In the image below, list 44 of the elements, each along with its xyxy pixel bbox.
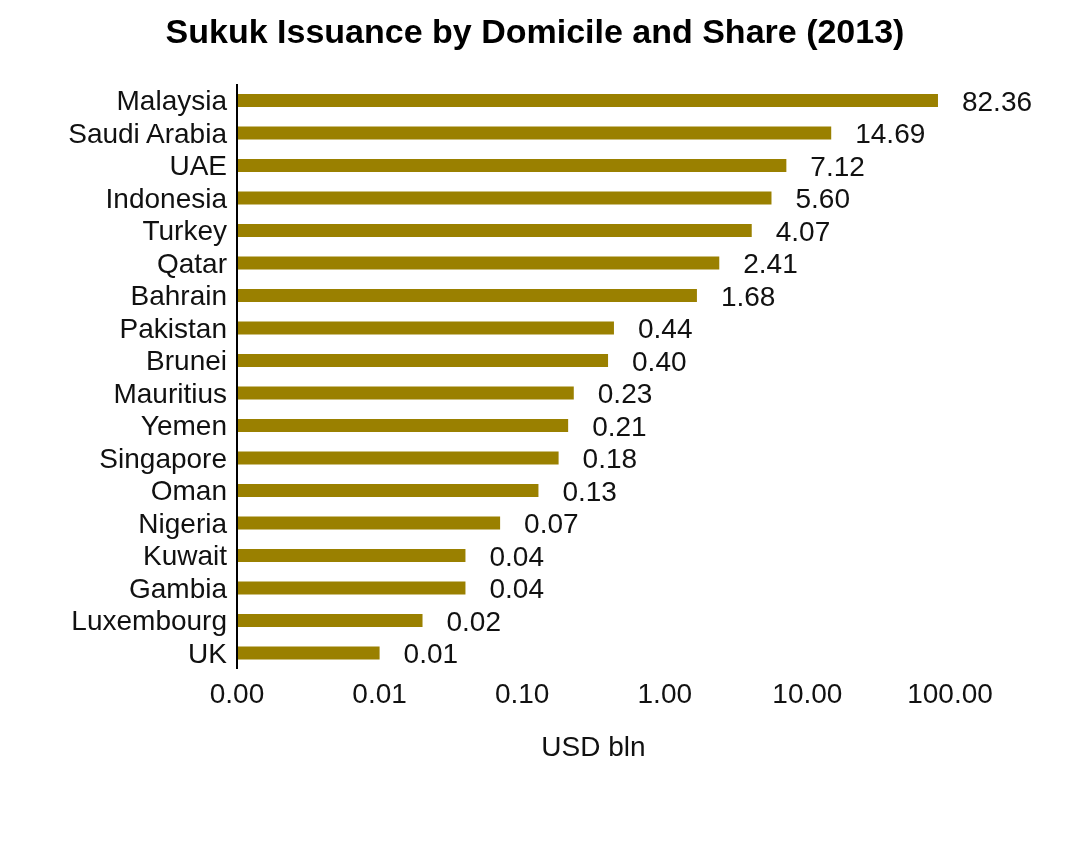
y-tick-label: Brunei — [146, 345, 227, 377]
data-label: 0.21 — [592, 410, 647, 442]
x-tick-label: 0.10 — [494, 677, 550, 709]
data-label: 5.60 — [795, 183, 850, 214]
y-tick-label: Turkey — [142, 215, 227, 247]
data-label: 2.41 — [743, 248, 798, 279]
data-label: 0.07 — [524, 508, 579, 539]
data-label: 0.02 — [446, 605, 502, 637]
y-tick-label: Mauritius — [113, 377, 227, 409]
data-label: 0.01 — [403, 638, 459, 669]
x-tick-label: 10.00 — [772, 677, 843, 709]
data-label: 0.04 — [489, 540, 544, 572]
y-tick-label: Indonesia — [105, 182, 228, 214]
y-tick-label: Saudi Arabia — [68, 117, 228, 149]
data-label: 0.04 — [489, 573, 544, 604]
x-axis-title: USD bln — [541, 731, 646, 762]
data-label: 0.13 — [562, 475, 617, 507]
x-tick-label: 100.00 — [907, 677, 993, 709]
y-tick-label: Kuwait — [142, 540, 228, 572]
y-tick-label: Bahrain — [130, 280, 227, 312]
data-label: 0.44 — [637, 313, 693, 344]
y-tick-label: Singapore — [99, 442, 227, 474]
x-tick-label: 1.00 — [637, 677, 693, 709]
data-label: 82.36 — [961, 85, 1033, 117]
y-tick-label: Oman — [150, 475, 227, 507]
data-label: 0.23 — [597, 378, 653, 409]
data-label: 4.07 — [775, 215, 831, 247]
y-tick-label: Luxembourg — [71, 605, 227, 637]
chart-title: Sukuk Issuance by Domicile and Share (2013) — [164, 11, 906, 52]
y-tick-label: Yemen — [140, 410, 227, 442]
y-tick-label: Gambia — [128, 572, 228, 604]
y-tick-label: UK — [188, 637, 228, 669]
data-label: 14.69 — [855, 118, 926, 149]
y-tick-label: Qatar — [156, 247, 227, 279]
data-label: 0.18 — [582, 443, 638, 474]
y-tick-label: UAE — [169, 150, 227, 182]
data-label: 0.40 — [632, 345, 687, 377]
y-tick-label: Nigeria — [138, 507, 228, 539]
y-tick-label: Malaysia — [116, 85, 228, 117]
x-tick-label: 0.00 — [209, 677, 265, 709]
data-label: 1.68 — [720, 280, 776, 312]
x-tick-label: 0.01 — [352, 677, 407, 709]
data-label: 7.12 — [810, 150, 865, 182]
y-tick-label: Pakistan — [119, 312, 227, 344]
